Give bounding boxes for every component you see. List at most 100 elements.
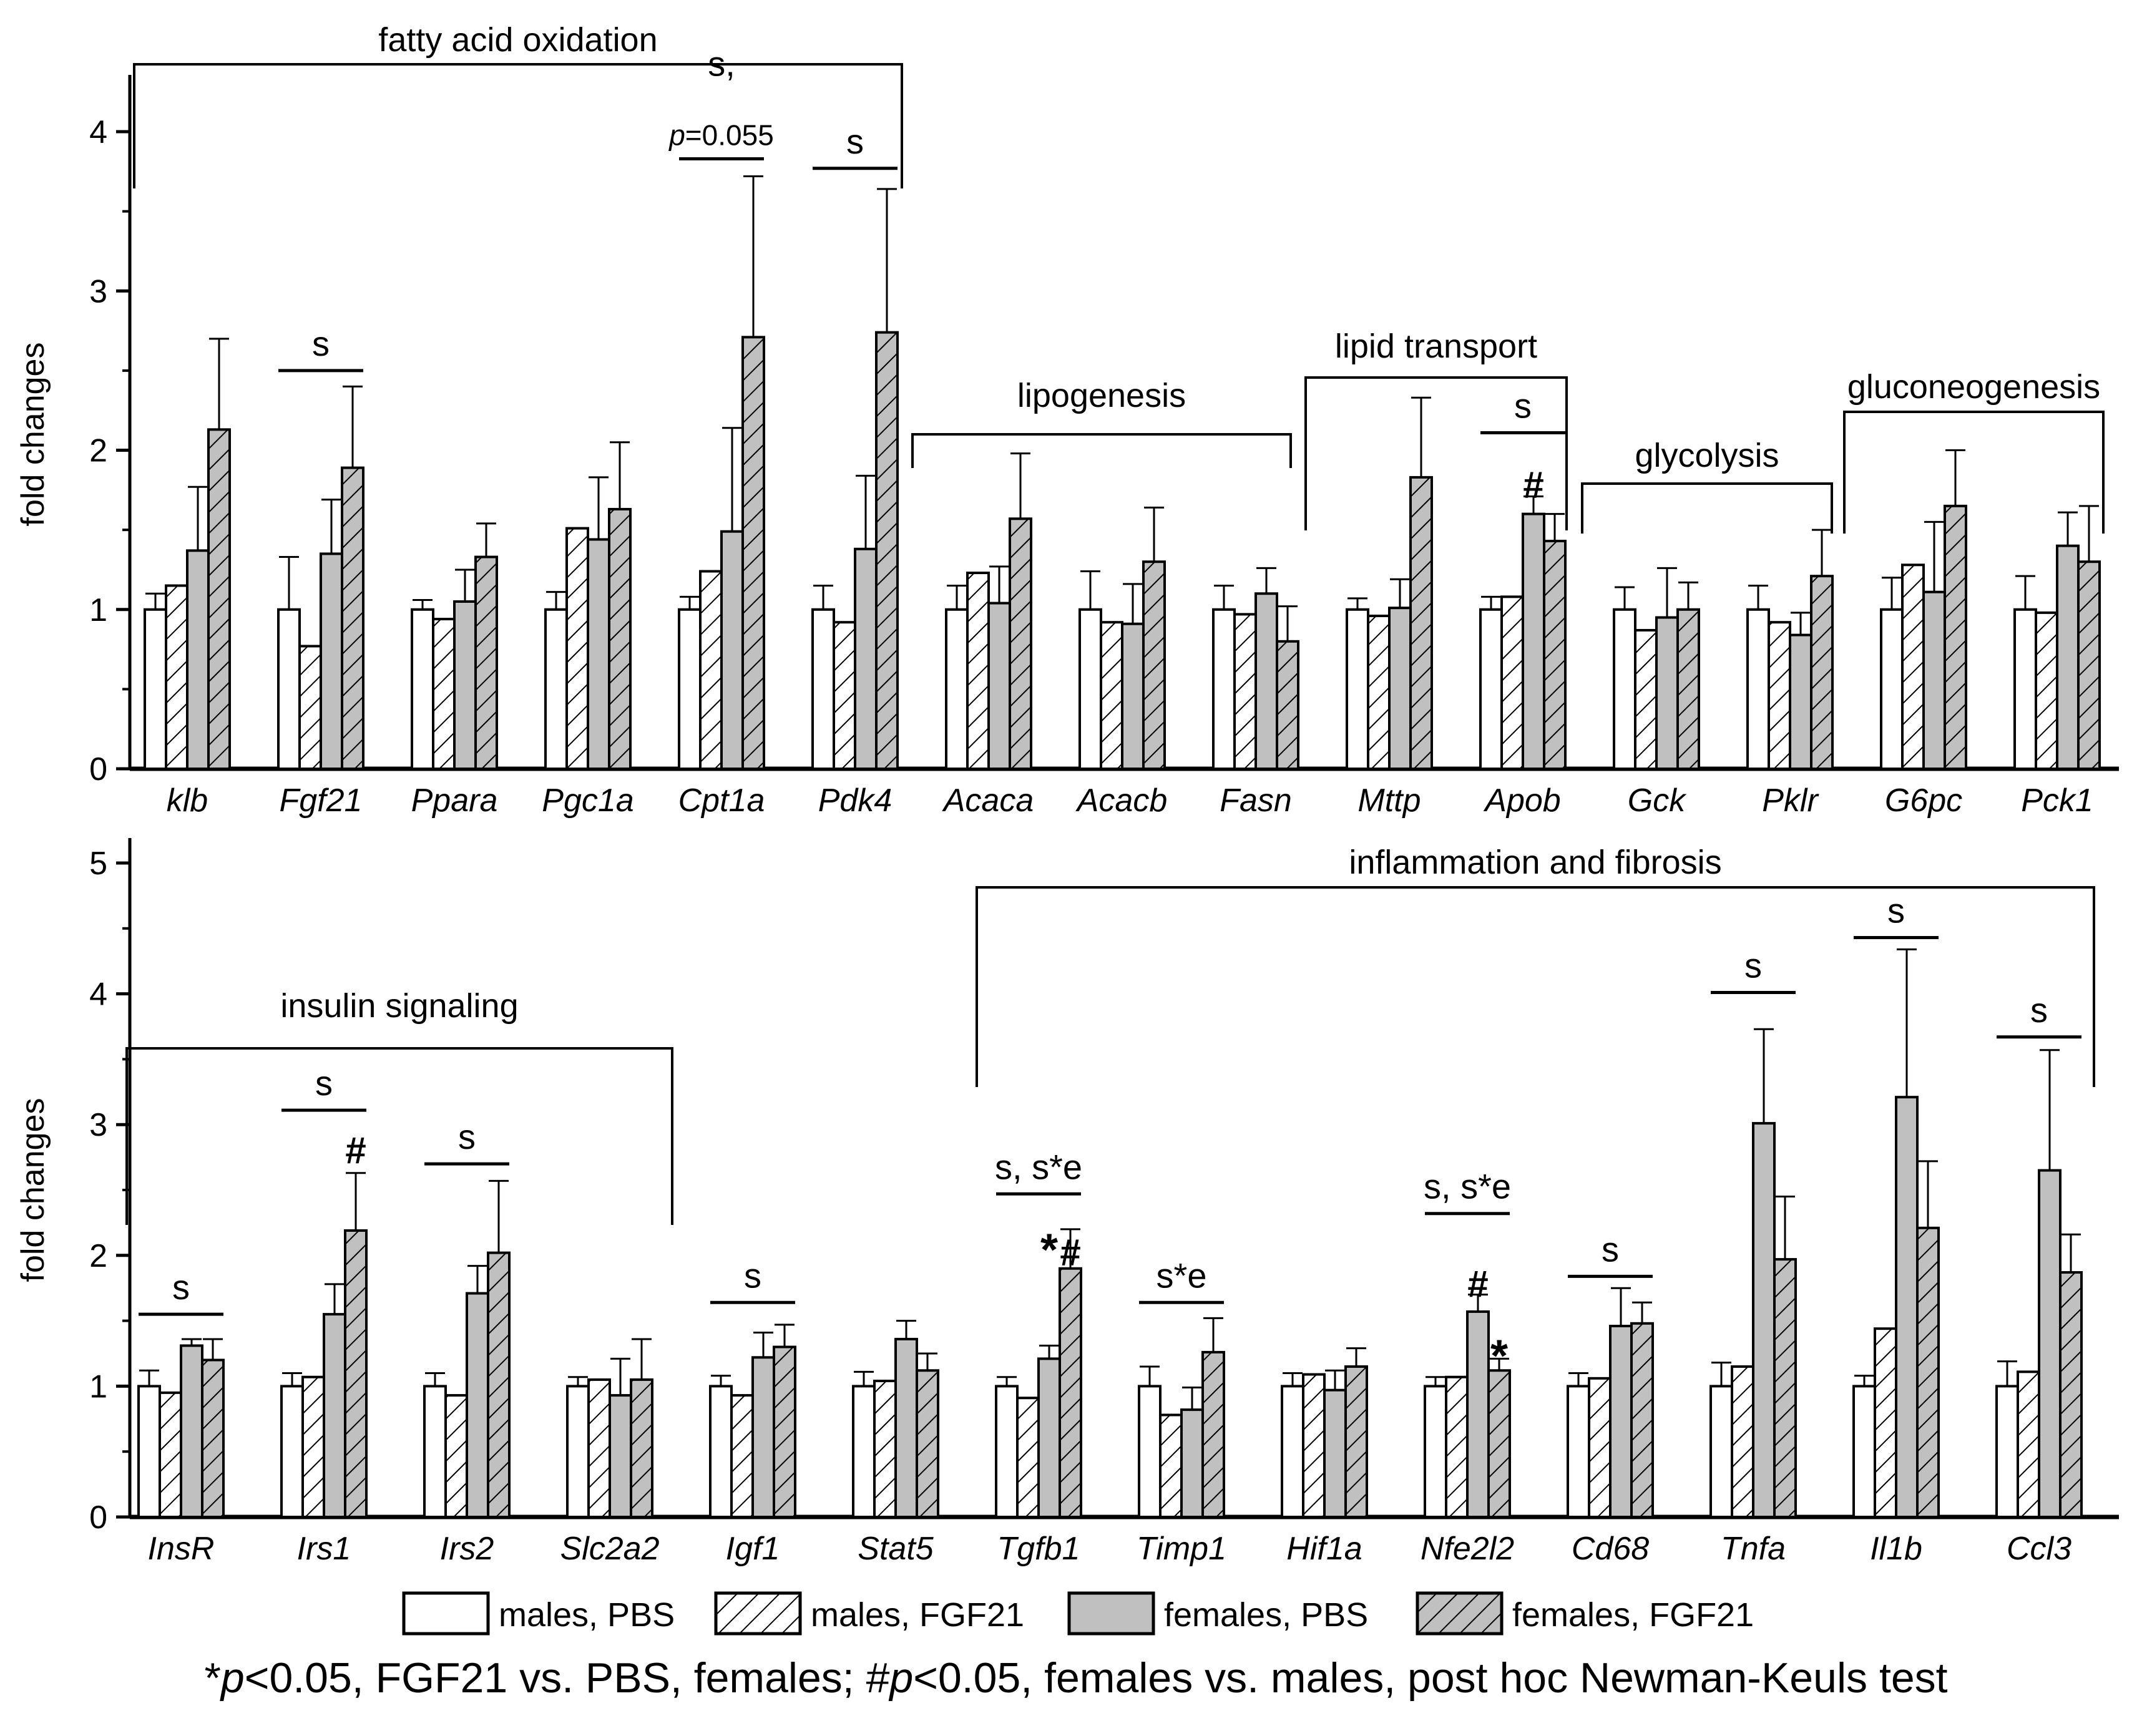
- bar-females-fgf21-irs1: [344, 1229, 368, 1518]
- x-tick-label-pdk4: Pdk4: [818, 783, 893, 819]
- bar-males-pbs-il1b: [1852, 1385, 1876, 1518]
- bar-females-pbs-stat5: [894, 1337, 918, 1519]
- bar-females-pbs-pdk4: [854, 547, 878, 770]
- bar-males-pbs-cd68: [1567, 1385, 1590, 1518]
- bar-females-pbs-fgf21: [320, 552, 343, 771]
- bar-females-pbs-pklr: [1789, 633, 1812, 770]
- significance-label: s: [2030, 990, 2048, 1030]
- bar-females-pbs-insr: [180, 1344, 203, 1519]
- bar-females-fgf21-mttp: [1409, 475, 1433, 771]
- bar-males-fgf21-insr: [159, 1391, 182, 1518]
- bar-females-fgf21-hif1a: [1344, 1365, 1368, 1518]
- bar-males-fgf21-ppara: [432, 618, 456, 770]
- bar-females-pbs-g6pc: [1922, 590, 1946, 771]
- x-tick-label-pck1: Pck1: [2021, 783, 2093, 819]
- bar-males-fgf21-g6pc: [1901, 563, 1925, 770]
- bar-females-pbs-timp1: [1180, 1408, 1204, 1518]
- bar-males-fgf21-tnfa: [1731, 1365, 1754, 1518]
- group-bracket: [1843, 411, 2105, 534]
- x-tick-label-klb: klb: [167, 783, 208, 819]
- bar-females-fgf21-apob: [1543, 540, 1567, 770]
- bar-males-fgf21-nfe2l2: [1445, 1375, 1469, 1519]
- bar-males-fgf21-acacb: [1100, 621, 1123, 771]
- significance-label: s: [1514, 386, 1532, 425]
- y-tick-label: 4: [89, 977, 107, 1013]
- bar-males-pbs-fgf21: [277, 608, 301, 770]
- bar-males-fgf21-igf1: [730, 1394, 754, 1519]
- x-tick-label-acacb: Acacb: [1075, 783, 1168, 819]
- group-label-glycolysis: glycolysis: [1635, 437, 1779, 474]
- bar-females-fgf21-nfe2l2: [1487, 1369, 1511, 1519]
- x-tick-label-pklr: Pklr: [1762, 783, 1819, 819]
- group-bracket: [125, 1047, 673, 1225]
- bar-males-pbs-acaca: [945, 608, 969, 770]
- group-label-gluconeogenesis: gluconeogenesis: [1847, 368, 2100, 406]
- bar-males-pbs-mttp: [1346, 608, 1369, 770]
- bar-males-fgf21-timp1: [1159, 1413, 1183, 1518]
- group-bracket: [976, 886, 2095, 1087]
- x-tick-label-apob: Apob: [1483, 783, 1560, 819]
- bar-females-fgf21-cd68: [1630, 1322, 1654, 1518]
- significance-mark: #: [1523, 464, 1543, 506]
- bar-males-pbs-ppara: [411, 608, 434, 770]
- bar-females-fgf21-irs2: [487, 1251, 511, 1519]
- bar-females-pbs-irs1: [323, 1313, 346, 1519]
- bar-females-fgf21-ccl3: [2059, 1271, 2083, 1518]
- p-value-label: p=0.055: [668, 119, 774, 151]
- x-tick-label-fasn: Fasn: [1220, 783, 1292, 819]
- bar-males-fgf21-stat5: [873, 1380, 897, 1519]
- x-tick-label-gck: Gck: [1628, 783, 1687, 819]
- bar-males-pbs-acacb: [1078, 608, 1102, 770]
- bar-males-fgf21-acaca: [966, 572, 990, 770]
- bar-females-fgf21-acaca: [1009, 517, 1032, 770]
- footnote-p-1: p: [220, 1654, 245, 1702]
- legend-label-males-fgf21: males, FGF21: [811, 1596, 1024, 1634]
- bar-males-pbs-igf1: [709, 1385, 733, 1518]
- bar-females-pbs-pgc1a: [587, 538, 610, 770]
- x-tick-label-pgc1a: Pgc1a: [542, 783, 633, 819]
- x-tick-label-timp1: Timp1: [1137, 1531, 1226, 1567]
- bar-males-pbs-pklr: [1746, 608, 1770, 770]
- bar-males-fgf21-il1b: [1874, 1327, 1897, 1519]
- x-tick-label-cd68: Cd68: [1572, 1531, 1649, 1567]
- bar-females-fgf21-slc2a2: [630, 1378, 653, 1518]
- bar-females-fgf21-cpt1a: [741, 336, 765, 770]
- footnote-star: *: [204, 1654, 221, 1702]
- bar-males-pbs-pgc1a: [544, 608, 568, 770]
- significance-mark: *: [1040, 1226, 1058, 1275]
- legend-label-males-pbs: males, PBS: [499, 1596, 675, 1634]
- x-tick-label-tnfa: Tnfa: [1721, 1531, 1786, 1567]
- x-tick-label-nfe2l2: Nfe2l2: [1421, 1531, 1514, 1567]
- bar-females-pbs-tnfa: [1752, 1122, 1776, 1518]
- bar-females-fgf21-ppara: [474, 555, 498, 770]
- x-tick-label-slc2a2: Slc2a2: [560, 1531, 660, 1567]
- y-tick-label: 5: [89, 846, 107, 882]
- y-tick-label: 2: [89, 433, 107, 469]
- y-tick-label: 3: [89, 1107, 107, 1143]
- bar-females-fgf21-tgfb1: [1059, 1267, 1082, 1518]
- chart-bottom-panel: 0 1 2 3 4 5 fold changes InsR Irs1 Irs2 Slc2a2 Igf1…: [15, 838, 2119, 1567]
- significance-label: s: [315, 1063, 333, 1103]
- bar-males-pbs-ccl3: [1995, 1385, 2019, 1518]
- bar-males-pbs-nfe2l2: [1424, 1385, 1447, 1518]
- bar-males-pbs-pck1: [2013, 608, 2037, 770]
- bar-females-pbs-hif1a: [1323, 1388, 1347, 1518]
- bar-males-fgf21-slc2a2: [587, 1378, 611, 1518]
- bar-males-fgf21-klb: [165, 584, 188, 770]
- bar-males-fgf21-pklr: [1768, 621, 1791, 771]
- group-bracket: [133, 63, 903, 188]
- significance-mark: #: [1467, 1263, 1488, 1305]
- x-tick-label-irs1: Irs1: [297, 1531, 351, 1567]
- bar-males-fgf21-cd68: [1588, 1377, 1612, 1518]
- bar-males-pbs-tgfb1: [995, 1385, 1019, 1518]
- x-tick-label-fgf21: Fgf21: [280, 783, 363, 819]
- bar-males-pbs-stat5: [852, 1385, 876, 1518]
- footnote-part-2: <0.05, females vs. males, post hoc Newma…: [913, 1654, 1948, 1702]
- legend-label-females-fgf21: females, FGF21: [1512, 1596, 1754, 1634]
- bar-males-pbs-timp1: [1138, 1385, 1162, 1518]
- p-value-number: =0.055: [685, 119, 774, 151]
- y-tick-label: 0: [89, 1499, 107, 1536]
- bar-females-pbs-klb: [186, 549, 210, 770]
- group-bracket: [1304, 376, 1568, 530]
- x-tick-label-irs2: Irs2: [440, 1531, 494, 1567]
